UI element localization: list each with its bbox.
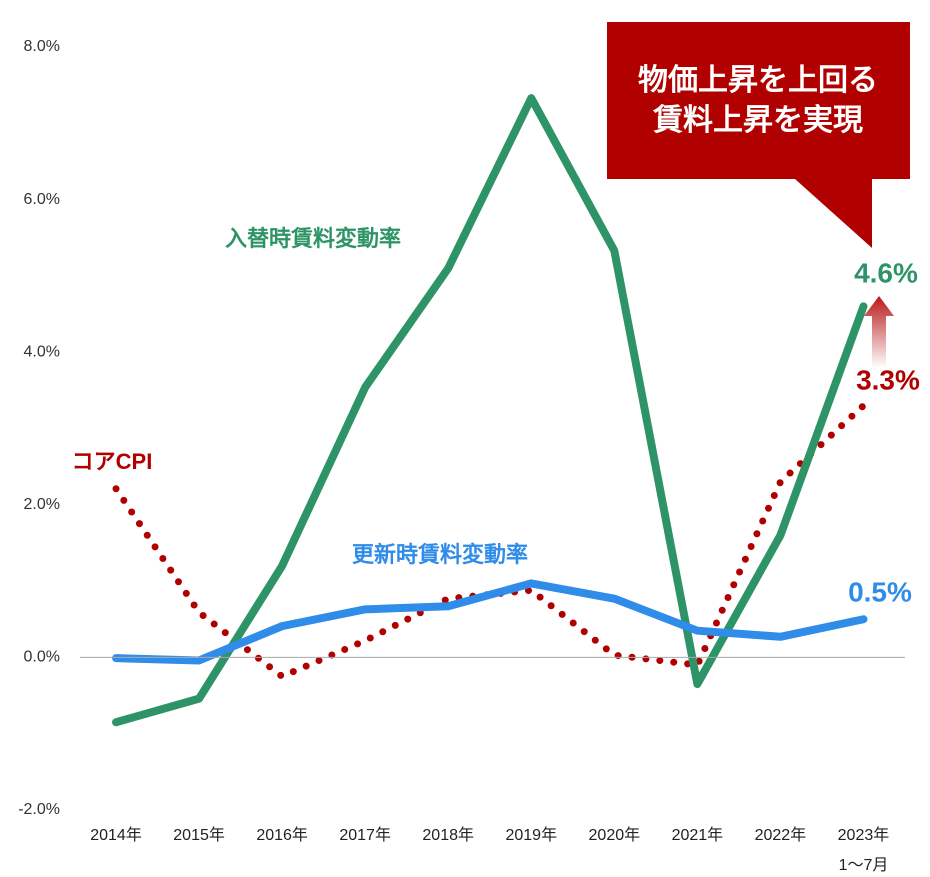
value-label: 3.3% [856, 364, 920, 395]
y-tick-label: 8.0% [24, 38, 60, 55]
series-label: コアCPI [72, 449, 153, 474]
y-tick-label: 4.0% [24, 343, 60, 360]
y-tick-label: 0.0% [24, 649, 60, 666]
x-tick-label: 2016年 [256, 826, 308, 844]
y-tick-label: -2.0% [18, 801, 60, 818]
x-tick-label: 2020年 [589, 826, 641, 844]
x-tick-sublabel: 1〜7月 [839, 857, 889, 874]
callout-text: 賃料上昇を実現 [652, 104, 863, 137]
rise-arrow [864, 296, 894, 368]
value-label: 4.6% [854, 257, 918, 288]
series-label: 入替時賃料変動率 [225, 226, 401, 251]
x-tick-label: 2022年 [755, 826, 807, 844]
x-tick-label: 2017年 [339, 826, 391, 844]
callout: 物価上昇を上回る 賃料上昇を実現 [607, 22, 910, 248]
x-tick-label: 2023年 [838, 826, 890, 844]
x-tick-label: 2015年 [173, 826, 225, 844]
series-line [112, 94, 868, 727]
y-tick-label: 2.0% [24, 496, 60, 513]
x-tick-label: 2014年 [90, 826, 142, 844]
x-tick-label: 2018年 [422, 826, 474, 844]
x-tick-label: 2021年 [672, 826, 724, 844]
value-label: 0.5% [848, 576, 912, 607]
callout-text: 物価上昇を上回る [638, 64, 878, 97]
series-line [112, 579, 868, 665]
x-tick-label: 2019年 [505, 826, 557, 844]
series-label: 更新時賃料変動率 [352, 542, 528, 567]
y-tick-label: 6.0% [24, 191, 60, 208]
callout-box [607, 22, 910, 248]
